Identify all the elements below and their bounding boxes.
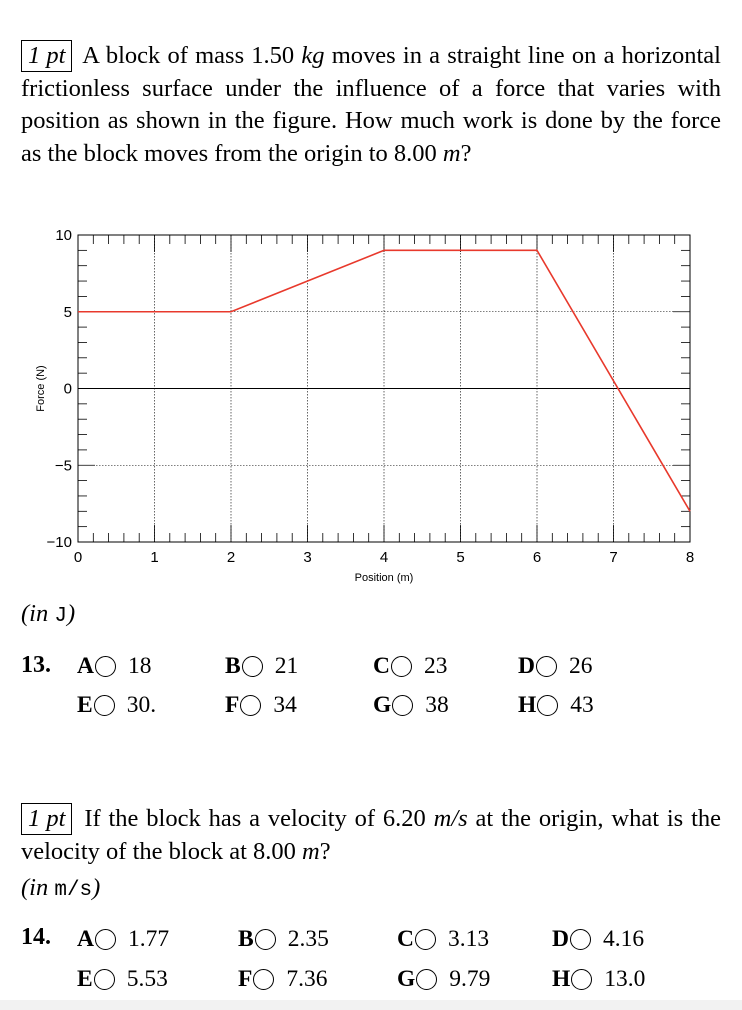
option-value: 2.35 bbox=[287, 926, 329, 952]
y-axis-label: Force (N) bbox=[35, 365, 47, 411]
radio-circle-icon[interactable] bbox=[392, 695, 414, 716]
radio-circle-icon[interactable] bbox=[390, 656, 412, 677]
option-letter: A bbox=[77, 653, 94, 679]
radio-circle-icon[interactable] bbox=[94, 929, 116, 950]
q14-option-c[interactable]: C 3.13 bbox=[397, 926, 489, 953]
q14-option-e[interactable]: E 5.53 bbox=[77, 966, 168, 993]
option-letter: C bbox=[397, 926, 414, 952]
option-letter: C bbox=[373, 653, 390, 679]
radio-circle-icon[interactable] bbox=[416, 969, 438, 990]
q14-body: If the block has a velocity of 6.20 m/s … bbox=[21, 805, 721, 865]
option-letter: G bbox=[397, 966, 416, 992]
option-value: 43 bbox=[570, 692, 594, 718]
radio-circle-icon[interactable] bbox=[571, 969, 593, 990]
option-value: 1.77 bbox=[127, 926, 170, 952]
radio-circle-icon[interactable] bbox=[254, 929, 276, 950]
option-letter: D bbox=[552, 926, 569, 952]
q14-option-d[interactable]: D 4.16 bbox=[552, 926, 644, 953]
option-value: 13.0 bbox=[604, 966, 646, 992]
q14-text: 1 pt If the block has a velocity of 6.20… bbox=[21, 803, 721, 868]
x-tick-label: 2 bbox=[227, 549, 235, 566]
page-bottom-strip bbox=[0, 1000, 742, 1010]
force-position-chart: 0 1 2 3 4 5 6 7 8 −10 −5 0 5 10 Position (m) Force (N) bbox=[35, 227, 694, 584]
option-letter: H bbox=[552, 966, 571, 992]
q13-option-g[interactable]: G 38 bbox=[373, 692, 449, 719]
option-letter: F bbox=[225, 692, 240, 718]
option-value: 18 bbox=[127, 653, 152, 679]
option-letter: B bbox=[238, 926, 254, 952]
option-value: 7.36 bbox=[286, 966, 328, 992]
q13-body: A block of mass 1.50 kg moves in a strai… bbox=[21, 42, 721, 167]
y-tick-label: −5 bbox=[55, 457, 72, 474]
q14-option-b[interactable]: B 2.35 bbox=[238, 926, 329, 953]
q13-points-label: 1 pt bbox=[21, 40, 73, 72]
x-tick-label: 8 bbox=[686, 549, 694, 566]
option-value: 9.79 bbox=[449, 966, 491, 992]
x-tick-label: 4 bbox=[380, 549, 388, 566]
y-tick-label: 5 bbox=[64, 304, 72, 321]
q13-option-b[interactable]: B 21 bbox=[225, 653, 298, 680]
option-value: 30. bbox=[126, 692, 157, 718]
y-tick-label: −10 bbox=[47, 534, 72, 551]
option-value: 3.13 bbox=[447, 926, 490, 952]
q14-points-label: 1 pt bbox=[21, 803, 73, 835]
option-value: 21 bbox=[274, 653, 299, 679]
q13-option-f[interactable]: F 34 bbox=[225, 692, 297, 719]
q13-option-e[interactable]: E 30. bbox=[77, 692, 156, 719]
force-line bbox=[78, 249, 691, 512]
q13-option-d[interactable]: D 26 bbox=[518, 653, 592, 680]
radio-circle-icon[interactable] bbox=[253, 969, 275, 990]
radio-circle-icon[interactable] bbox=[93, 695, 115, 716]
option-letter: B bbox=[225, 653, 241, 679]
option-value: 4.16 bbox=[602, 926, 645, 952]
radio-circle-icon[interactable] bbox=[535, 656, 557, 677]
option-value: 38 bbox=[425, 692, 449, 718]
q13-unit-label: (in J) bbox=[21, 600, 76, 628]
radio-circle-icon[interactable] bbox=[537, 695, 559, 716]
option-letter: H bbox=[518, 692, 537, 718]
x-tick-label: 0 bbox=[74, 549, 82, 566]
x-tick-label: 5 bbox=[456, 549, 464, 566]
x-tick-label: 1 bbox=[150, 549, 158, 566]
q14-option-g[interactable]: G 9.79 bbox=[397, 966, 490, 993]
q14-number: 14. bbox=[21, 924, 51, 950]
q13-text: 1 pt A block of mass 1.50 kg moves in a … bbox=[21, 40, 721, 170]
option-letter: G bbox=[373, 692, 392, 718]
x-axis-label: Position (m) bbox=[355, 572, 414, 584]
radio-circle-icon[interactable] bbox=[241, 656, 263, 677]
radio-circle-icon[interactable] bbox=[414, 929, 436, 950]
y-tick-label: 10 bbox=[55, 227, 72, 244]
radio-circle-icon[interactable] bbox=[93, 969, 115, 990]
y-tick-label: 0 bbox=[64, 381, 72, 398]
option-value: 23 bbox=[423, 653, 448, 679]
option-letter: E bbox=[77, 692, 93, 718]
q13-option-c[interactable]: C 23 bbox=[373, 653, 447, 680]
option-letter: F bbox=[238, 966, 253, 992]
option-value: 5.53 bbox=[126, 966, 168, 992]
x-tick-label: 6 bbox=[533, 549, 541, 566]
q14-unit-label: (in m/s) bbox=[21, 874, 101, 902]
option-letter: E bbox=[77, 966, 93, 992]
option-letter: A bbox=[77, 926, 94, 952]
radio-circle-icon[interactable] bbox=[94, 656, 116, 677]
q13-option-a[interactable]: A 18 bbox=[77, 653, 151, 680]
radio-circle-icon[interactable] bbox=[240, 695, 262, 716]
q14-option-a[interactable]: A 1.77 bbox=[77, 926, 169, 953]
x-tick-label: 3 bbox=[303, 549, 311, 566]
q13-number: 13. bbox=[21, 652, 51, 678]
option-value: 26 bbox=[568, 653, 593, 679]
q13-option-h[interactable]: H 43 bbox=[518, 692, 594, 719]
radio-circle-icon[interactable] bbox=[569, 929, 591, 950]
option-value: 34 bbox=[273, 692, 297, 718]
q14-option-f[interactable]: F 7.36 bbox=[238, 966, 327, 993]
option-letter: D bbox=[518, 653, 535, 679]
q14-option-h[interactable]: H 13.0 bbox=[552, 966, 645, 993]
x-tick-label: 7 bbox=[609, 549, 617, 566]
